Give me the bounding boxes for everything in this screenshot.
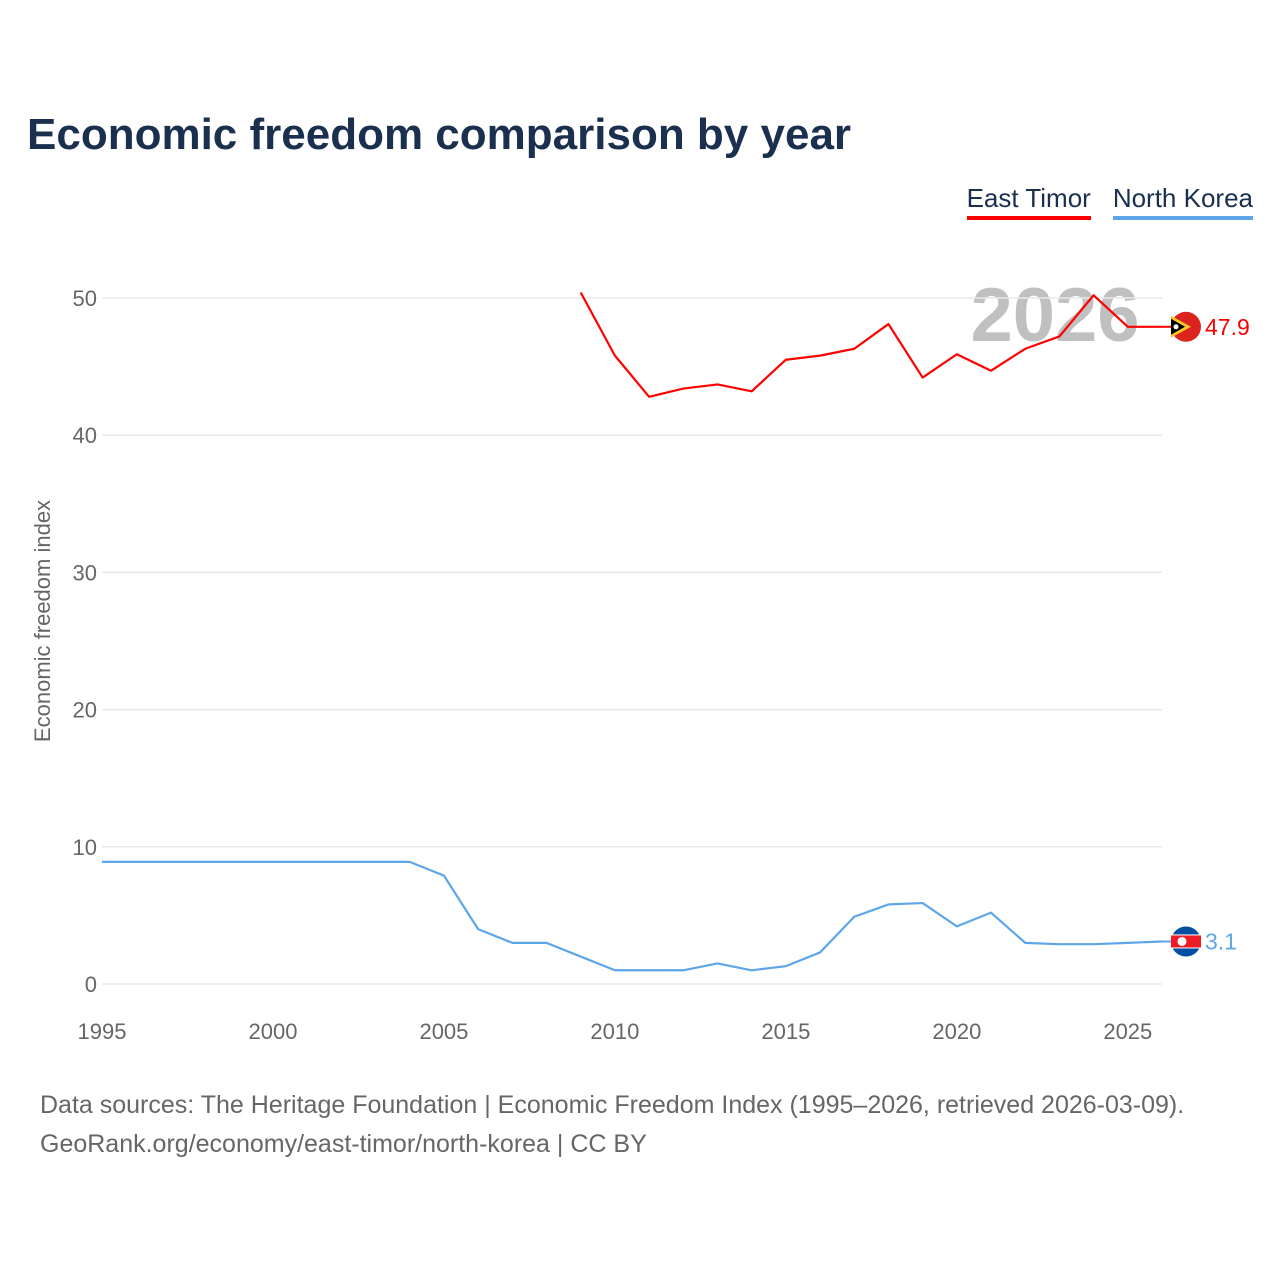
y-tick-label: 30 (73, 560, 97, 585)
source-url: GeoRank.org/economy/east-timor/north-kor… (40, 1130, 647, 1158)
x-tick-label: 2020 (932, 1019, 981, 1044)
y-tick-label: 40 (73, 423, 97, 448)
x-tick-label: 2025 (1103, 1019, 1152, 1044)
flag-disc (1177, 936, 1187, 946)
y-tick-label: 0 (85, 972, 97, 997)
legend-north-korea[interactable]: North Korea (1112, 183, 1253, 220)
x-tick-label: 2015 (761, 1019, 810, 1044)
x-tick-label: 2000 (248, 1019, 297, 1044)
x-tick-label: 2010 (590, 1019, 639, 1044)
x-tick-label: 1995 (78, 1019, 127, 1044)
y-tick-label: 20 (73, 698, 97, 723)
y-tick-label: 50 (73, 286, 97, 311)
data-sources: Data sources: The Heritage Foundation | … (40, 1091, 1185, 1119)
year-watermark: 2026 (970, 273, 1139, 358)
series-line-north-korea (102, 860, 1163, 972)
y-tick-label: 10 (73, 835, 97, 860)
legend: East Timor North Korea (966, 183, 1253, 220)
y-axis-label: Economic freedom index (30, 500, 55, 742)
legend-east-timor[interactable]: East Timor (966, 183, 1091, 220)
end-value-label: 3.1 (1205, 928, 1237, 954)
series-line-east-timor (579, 291, 1162, 398)
flag-star (1173, 324, 1179, 330)
end-value-label: 47.9 (1205, 314, 1250, 340)
x-tick-label: 2005 (419, 1019, 468, 1044)
chart-title: Economic freedom comparison by year (27, 110, 852, 159)
footer: Data sources: The Heritage Foundation | … (40, 1086, 1184, 1164)
